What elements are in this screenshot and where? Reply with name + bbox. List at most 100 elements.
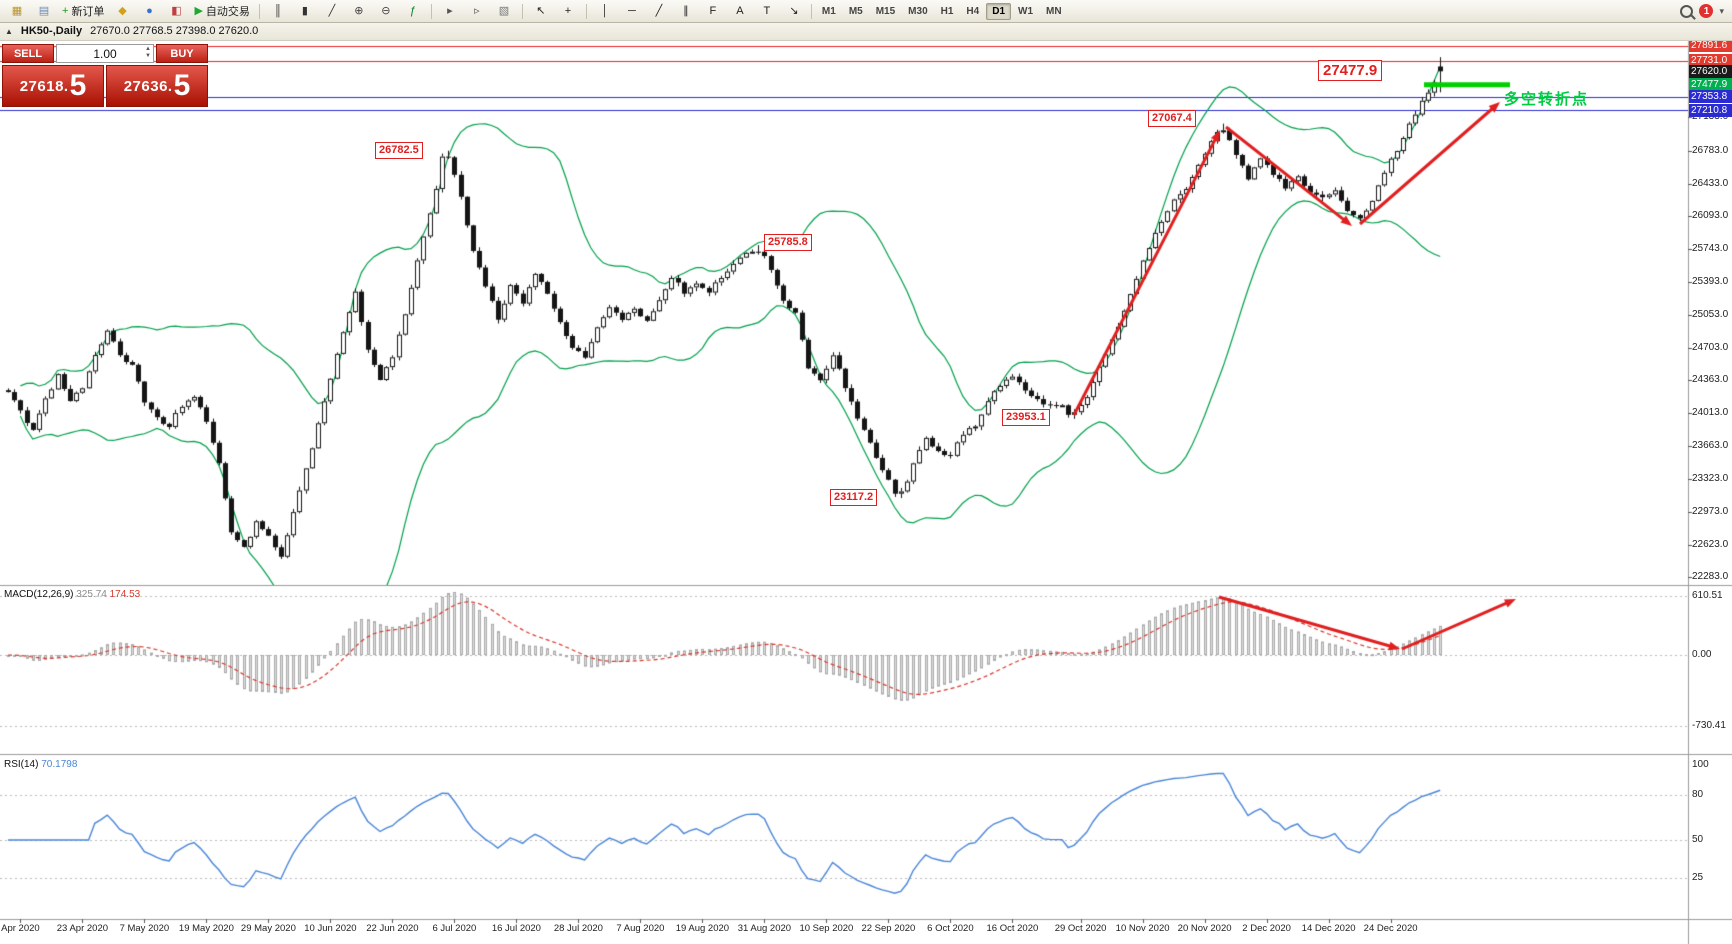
toolbar-separator <box>521 3 523 19</box>
timeframe-M15[interactable]: M15 <box>875 5 896 17</box>
profiles-button[interactable]: ▤ <box>31 1 57 21</box>
date-axis-label: 7 Aug 2020 <box>616 923 665 934</box>
chart-line-icon: ╱ <box>328 4 336 17</box>
draw-text-icon: A <box>736 4 744 17</box>
chart-line-button[interactable]: ╱ <box>319 1 345 21</box>
cursor-button[interactable]: ↖ <box>528 1 554 21</box>
draw-hline-icon: ─ <box>628 4 636 17</box>
toolbar-buttons-group: ▦ ▤ + 新订单 ◆ ● ◧ ▶ 自动交易 ║ ▮ ╱ ⊕ ⊖ ƒ ▸ ▹ ▧ ↖ + │ ─ ╱ ∥ F A T ↘ <box>4 1 807 21</box>
timeframe-MN[interactable]: MN <box>1046 5 1062 17</box>
price-axis-tick: 25393.0 <box>1692 276 1729 288</box>
date-axis-label: 2 Dec 2020 <box>1242 923 1291 934</box>
draw-trendline-button[interactable]: ╱ <box>646 1 672 21</box>
macd-label: MACD(12,26,9) 325.74 174.53 <box>4 589 140 600</box>
indicators-icon: ƒ <box>409 4 416 17</box>
price-annotation[interactable]: 25785.8 <box>764 234 812 251</box>
draw-label-icon: T <box>763 4 771 17</box>
new-order-label: 新订单 <box>71 6 105 18</box>
price-axis-tick: 24363.0 <box>1692 374 1729 385</box>
date-axis-label: 23 Apr 2020 <box>56 923 109 934</box>
auto-trading-button[interactable]: ▶ 自动交易 <box>190 1 253 21</box>
auto-scroll-button[interactable]: ▸ <box>437 1 463 21</box>
crosshair-button[interactable]: + <box>555 1 581 21</box>
date-axis-label: 6 Oct 2020 <box>927 923 974 934</box>
spinner-down-icon[interactable]: ▼ <box>145 53 151 59</box>
new-chart-button[interactable]: ▦ <box>4 1 30 21</box>
date-axis-label: 16 Oct 2020 <box>986 923 1039 934</box>
notification-badge[interactable]: 1 <box>1699 4 1714 18</box>
volume-value: 1.00 <box>93 46 117 61</box>
chart-shift-icon: ▹ <box>474 4 480 17</box>
date-axis-label: 14 Dec 2020 <box>1301 923 1356 934</box>
timeframe-W1[interactable]: W1 <box>1018 5 1034 17</box>
draw-fibonacci-button[interactable]: F <box>700 1 726 21</box>
price-tag: 27891.6 <box>1689 39 1732 53</box>
buy-price-main: 27636. <box>123 77 173 95</box>
auto-trading-icon: ▶ <box>194 4 203 17</box>
date-axis-label: 19 May 2020 <box>178 923 234 934</box>
timeframe-M5[interactable]: M5 <box>848 5 863 17</box>
date-axis-label: 29 May 2020 <box>240 923 296 934</box>
price-axis-tick: 24703.0 <box>1692 341 1729 353</box>
macd-scale-label: 0.00 <box>1692 649 1712 660</box>
date-axis-label: 19 Aug 2020 <box>675 923 730 934</box>
draw-text-button[interactable]: A <box>727 1 753 21</box>
draw-arrows-button[interactable]: ↘ <box>781 1 807 21</box>
timeframe-H1[interactable]: H1 <box>940 5 954 17</box>
templates-icon: ▧ <box>498 4 510 17</box>
search-icon[interactable] <box>1680 4 1694 18</box>
turning-point-text[interactable]: 多空转折点 <box>1504 91 1590 108</box>
date-axis-label: 22 Jun 2020 <box>366 923 419 934</box>
draw-channel-button[interactable]: ∥ <box>673 1 699 21</box>
draw-hline-button[interactable]: ─ <box>619 1 645 21</box>
indicators-button[interactable]: ƒ <box>400 1 426 21</box>
new-order-icon: + <box>62 4 69 17</box>
price-axis-tick: 23663.0 <box>1692 440 1729 452</box>
timeframe-M1[interactable]: M1 <box>821 5 836 17</box>
date-axis-label: 10 Sep 2020 <box>799 923 854 934</box>
price-axis-tick: 25743.0 <box>1692 243 1729 255</box>
price-annotation[interactable]: 23117.2 <box>830 489 878 506</box>
macd-name: MACD(12,26,9) <box>4 589 74 600</box>
sell-price-display[interactable]: 27618. 5 <box>2 65 104 107</box>
chart-bars-button[interactable]: ║ <box>265 1 291 21</box>
templates-button[interactable]: ▧ <box>491 1 517 21</box>
timeframe-D1[interactable]: D1 <box>986 2 1012 20</box>
price-annotation[interactable]: 23953.1 <box>1002 409 1050 426</box>
price-axis-tick: 23323.0 <box>1692 472 1729 484</box>
rsi-scale-label: 100 <box>1692 759 1709 770</box>
chart-shift-button[interactable]: ▹ <box>464 1 490 21</box>
community-button[interactable]: ● <box>136 1 162 21</box>
market-watch-button[interactable]: ◧ <box>163 1 189 21</box>
volume-input[interactable]: 1.00 ▲ ▼ <box>56 44 154 63</box>
date-axis-label: 22 Sep 2020 <box>861 923 916 934</box>
auto-scroll-icon: ▸ <box>447 4 453 17</box>
buy-button[interactable]: BUY <box>156 44 208 63</box>
price-annotation[interactable]: 27067.4 <box>1148 110 1196 127</box>
price-tag: 27477.9 <box>1689 78 1732 92</box>
price-axis-tick: 26783.0 <box>1692 144 1729 156</box>
price-axis-tick: 26093.0 <box>1692 210 1729 222</box>
sell-button[interactable]: SELL <box>2 44 54 63</box>
timeframe-H4[interactable]: H4 <box>966 5 980 17</box>
chart-candles-button[interactable]: ▮ <box>292 1 318 21</box>
price-tag: 27620.0 <box>1689 64 1732 78</box>
timeframe-M30[interactable]: M30 <box>908 5 928 17</box>
draw-vline-button[interactable]: │ <box>592 1 618 21</box>
history-center-button[interactable]: ◆ <box>109 1 135 21</box>
spinner-up-icon[interactable]: ▲ <box>145 46 151 52</box>
price-annotation[interactable]: 26782.5 <box>375 142 423 159</box>
rsi-scale-label: 50 <box>1692 834 1704 845</box>
draw-vline-icon: │ <box>601 4 609 17</box>
panel-collapse-icon[interactable]: ▲ <box>5 26 13 36</box>
price-annotation-major[interactable]: 27477.9 <box>1318 60 1383 81</box>
volume-spinner[interactable]: ▲ ▼ <box>145 46 151 60</box>
zoom-out-button[interactable]: ⊖ <box>373 1 399 21</box>
new-order-button[interactable]: + 新订单 <box>58 1 108 21</box>
buy-price-display[interactable]: 27636. 5 <box>106 65 208 107</box>
zoom-in-button[interactable]: ⊕ <box>346 1 372 21</box>
draw-label-button[interactable]: T <box>754 1 780 21</box>
crosshair-icon: + <box>564 4 572 17</box>
toolbar-overflow-chevron-icon[interactable]: ▾ <box>1719 5 1724 16</box>
